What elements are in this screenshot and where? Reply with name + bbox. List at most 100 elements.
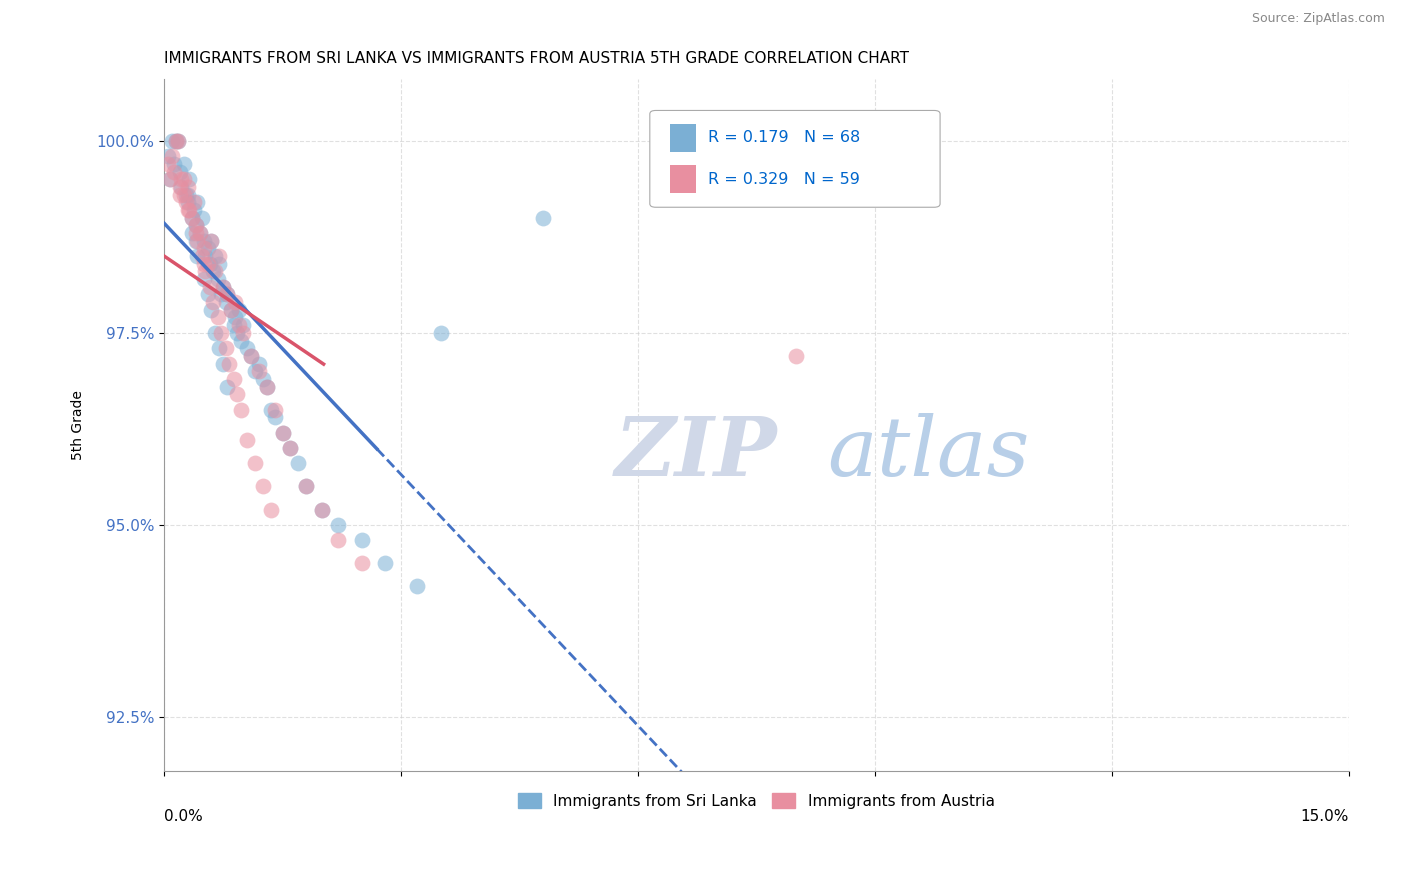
Point: [198, 257, 221, 271]
Point: [252, 372, 274, 386]
Point: [183, 195, 205, 210]
FancyBboxPatch shape: [671, 165, 696, 193]
Point: [208, 257, 231, 271]
Point: [194, 249, 217, 263]
Point: [173, 187, 195, 202]
Point: [405, 579, 427, 593]
Point: [157, 157, 180, 171]
Point: [177, 187, 200, 202]
Point: [280, 441, 302, 455]
Point: [212, 279, 235, 293]
Point: [191, 249, 214, 263]
Point: [159, 172, 181, 186]
Point: [326, 517, 349, 532]
Point: [222, 318, 245, 333]
Point: [287, 457, 309, 471]
Point: [169, 164, 191, 178]
Point: [200, 234, 222, 248]
Point: [217, 287, 239, 301]
Point: [204, 264, 226, 278]
Point: [239, 349, 262, 363]
Point: [208, 341, 231, 355]
Point: [236, 341, 259, 355]
Point: [280, 441, 302, 455]
Point: [215, 341, 238, 355]
Point: [179, 202, 201, 217]
Point: [177, 180, 200, 194]
Point: [260, 402, 283, 417]
Point: [177, 202, 200, 217]
FancyBboxPatch shape: [671, 124, 696, 152]
Legend: Immigrants from Sri Lanka, Immigrants from Austria: Immigrants from Sri Lanka, Immigrants fr…: [512, 787, 1001, 815]
Point: [200, 234, 222, 248]
Point: [184, 234, 207, 248]
Point: [186, 195, 208, 210]
Point: [207, 272, 229, 286]
Point: [191, 211, 214, 225]
Point: [231, 334, 253, 348]
Point: [295, 479, 318, 493]
Point: [186, 234, 208, 248]
Point: [184, 219, 207, 233]
Point: [247, 357, 270, 371]
Point: [193, 234, 215, 248]
Point: [260, 502, 283, 516]
Point: [186, 249, 208, 263]
Point: [256, 379, 278, 393]
Y-axis label: 5th Grade: 5th Grade: [72, 390, 86, 460]
Point: [174, 187, 197, 202]
Point: [224, 295, 246, 310]
Point: [194, 264, 217, 278]
Point: [173, 172, 195, 186]
Point: [209, 326, 232, 340]
Text: 15.0%: 15.0%: [1301, 809, 1348, 823]
Point: [207, 310, 229, 325]
Point: [204, 249, 226, 263]
Point: [180, 211, 202, 225]
Text: atlas: atlas: [828, 413, 1031, 492]
Text: IMMIGRANTS FROM SRI LANKA VS IMMIGRANTS FROM AUSTRIA 5TH GRADE CORRELATION CHART: IMMIGRANTS FROM SRI LANKA VS IMMIGRANTS …: [165, 51, 910, 66]
Point: [157, 149, 180, 163]
Point: [160, 149, 183, 163]
Point: [193, 272, 215, 286]
Point: [202, 295, 225, 310]
Point: [247, 364, 270, 378]
Point: [228, 302, 250, 317]
Point: [217, 379, 239, 393]
Point: [169, 180, 191, 194]
Point: [350, 533, 373, 548]
Point: [219, 302, 242, 317]
Point: [243, 457, 266, 471]
Point: [193, 257, 215, 271]
Point: [271, 425, 294, 440]
Point: [202, 264, 225, 278]
Point: [218, 357, 240, 371]
Point: [204, 326, 226, 340]
Point: [263, 410, 285, 425]
Point: [197, 287, 219, 301]
Point: [169, 187, 191, 202]
Point: [170, 172, 193, 186]
Point: [173, 157, 195, 171]
Point: [193, 241, 215, 255]
Point: [183, 202, 205, 217]
Point: [209, 287, 232, 301]
Point: [165, 134, 187, 148]
Point: [252, 479, 274, 493]
Point: [239, 349, 262, 363]
Point: [263, 402, 285, 417]
Point: [179, 172, 201, 186]
Point: [208, 249, 231, 263]
Text: ZIP: ZIP: [614, 413, 778, 492]
Text: Source: ZipAtlas.com: Source: ZipAtlas.com: [1251, 12, 1385, 25]
Point: [271, 425, 294, 440]
Point: [212, 279, 235, 293]
Point: [167, 134, 190, 148]
Point: [350, 556, 373, 570]
Point: [785, 349, 807, 363]
Point: [217, 287, 239, 301]
Point: [162, 164, 184, 178]
Point: [162, 157, 184, 171]
Point: [531, 211, 554, 225]
Point: [225, 326, 247, 340]
